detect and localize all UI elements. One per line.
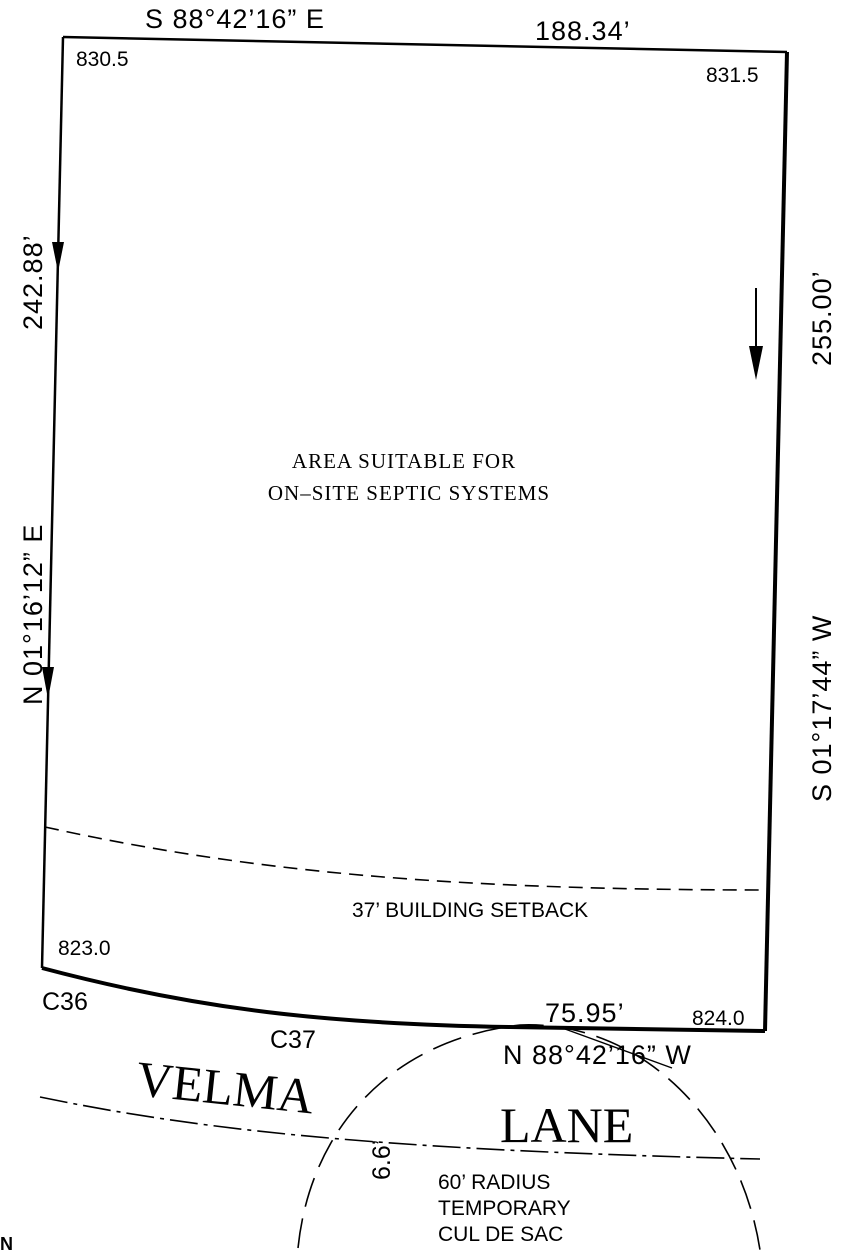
west-boundary-line [40,36,65,969]
area-note-line2: ON–SITE SEPTIC SYSTEMS [268,481,550,505]
south-distance-label: 75.95’ [545,998,625,1028]
street-name-lane: LANE [500,1097,633,1153]
street-name-velma: VELMA [134,1050,317,1124]
street-width-label: 6.6’ [368,1140,396,1180]
east-bearing-label: S 01°17’44” W [807,615,837,802]
west-bearing-label: N 01°16’12” E [18,524,48,705]
setback-line [44,826,769,891]
north-boundary-line [62,35,788,54]
elevation-sw: 823.0 [58,937,111,960]
corner-mark: N [0,1234,13,1253]
cul-de-sac-line3: CUL DE SAC [438,1223,563,1246]
north-distance-label: 188.34’ [535,16,631,46]
cul-de-sac-line1: 60’ RADIUS [438,1171,550,1194]
curve-c37-label: C37 [270,1026,316,1054]
arrow-down-icon [52,242,64,272]
area-note-line1: AREA SUITABLE FOR [292,449,516,473]
arrow-down-icon [749,288,763,380]
cul-de-sac-arc [297,1024,761,1251]
elevation-se: 824.0 [692,1007,745,1030]
setback-label: 37’ BUILDING SETBACK [352,899,588,922]
leader-line [564,1028,673,1069]
arrow-down-icon [42,667,54,699]
east-boundary-line [763,51,789,1032]
street-centerline [39,1096,761,1160]
west-distance-label: 242.88’ [18,234,48,330]
curve-c36-label: C36 [42,988,88,1016]
cul-de-sac-line2: TEMPORARY [438,1197,571,1220]
south-bearing-label: N 88°42’16” W [503,1040,692,1070]
north-bearing-label: S 88°42’16” E [145,4,325,34]
elevation-nw: 830.5 [76,48,129,71]
elevation-ne: 831.5 [706,64,759,87]
east-distance-label: 255.00’ [807,270,837,366]
south-boundary-curve [41,966,766,1033]
